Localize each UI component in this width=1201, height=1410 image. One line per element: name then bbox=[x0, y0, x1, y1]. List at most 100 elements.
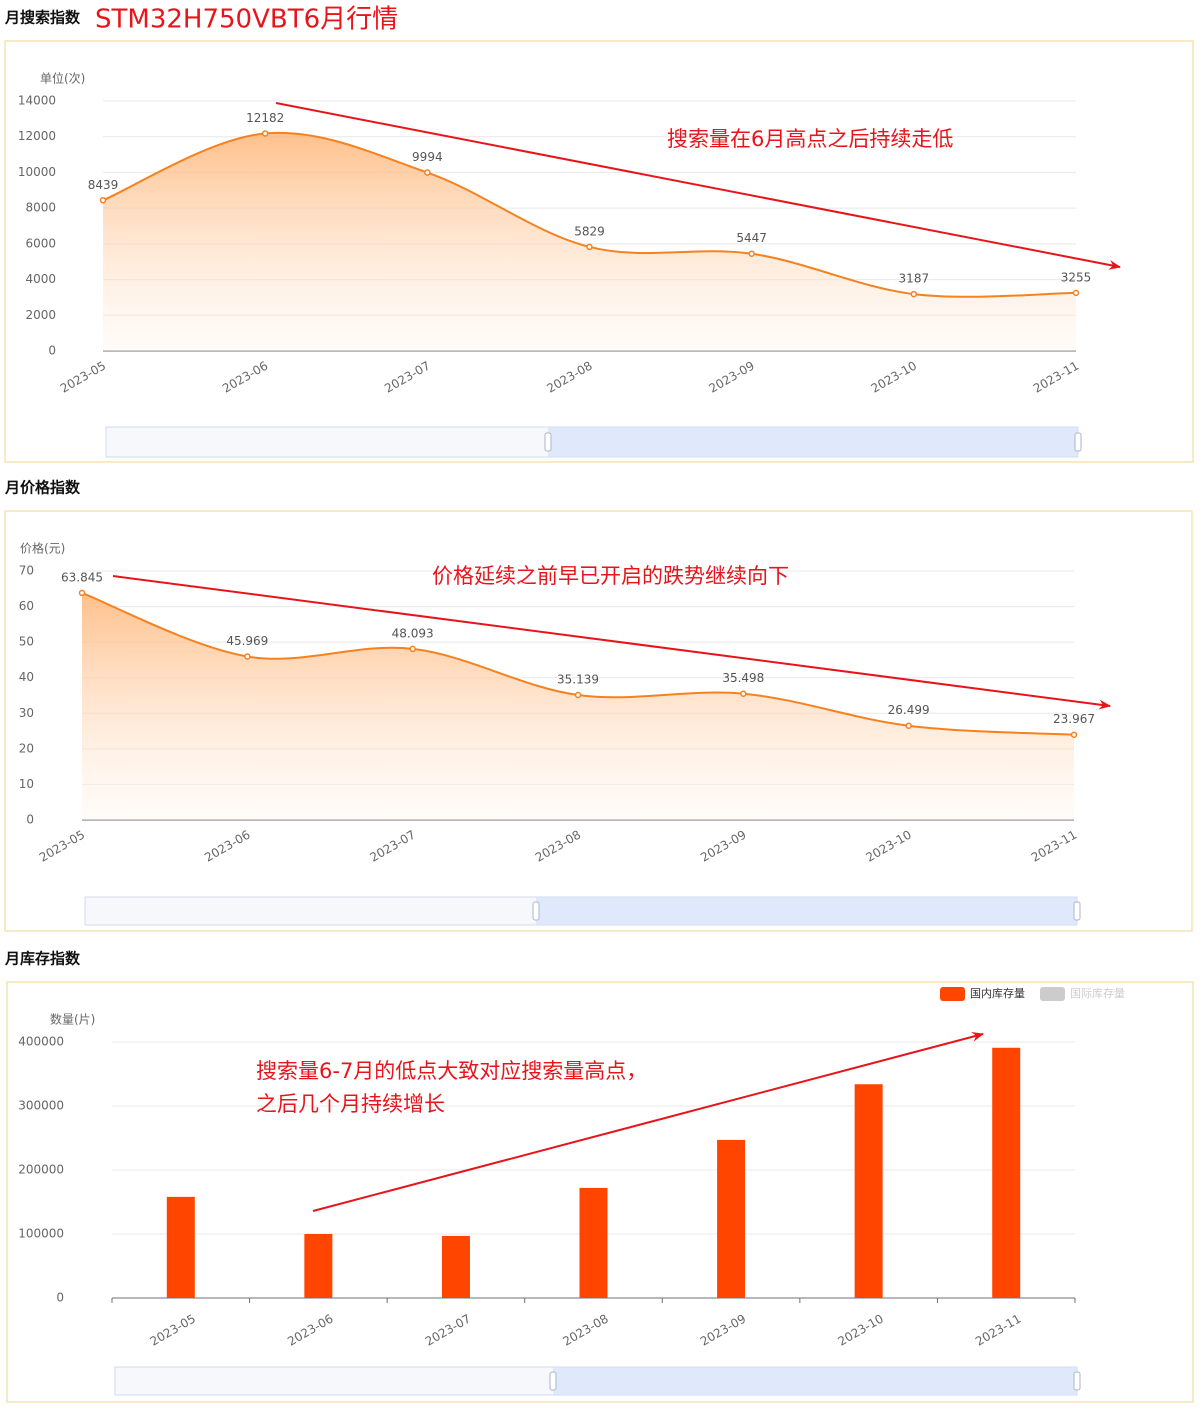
zoom-handle bbox=[1073, 901, 1081, 921]
point bbox=[1070, 731, 1078, 738]
x-tick-label: 2023-09 bbox=[706, 359, 756, 396]
data-label: 35.498 bbox=[722, 671, 764, 685]
x-tick-label: 2023-05 bbox=[37, 828, 87, 865]
x-tick-label: 2023-09 bbox=[698, 1312, 748, 1349]
panel bbox=[4, 40, 1194, 463]
x-tick-label: 2023-07 bbox=[423, 1312, 473, 1349]
data-label: 3255 bbox=[1061, 270, 1092, 284]
x-tick-label: 2023-06 bbox=[202, 828, 252, 865]
y-tick-label: 70 bbox=[19, 564, 34, 578]
trend-arrow bbox=[275, 102, 1121, 270]
bar bbox=[579, 1187, 608, 1298]
data-label: 8439 bbox=[88, 178, 119, 192]
annotation: 搜索量在6月高点之后持续走低 bbox=[667, 127, 953, 151]
x-tick-label: 2023-10 bbox=[863, 828, 913, 865]
zoom-selection bbox=[548, 427, 1078, 457]
x-tick-label: 2023-06 bbox=[285, 1312, 335, 1349]
trend-arrow bbox=[112, 575, 1111, 710]
panel bbox=[4, 510, 1193, 932]
x-tick-label: 2023-06 bbox=[220, 359, 270, 396]
y-tick-label: 2000 bbox=[25, 308, 56, 322]
legend-swatch bbox=[940, 987, 965, 1001]
y-tick-label: 50 bbox=[19, 635, 34, 649]
y-tick-label: 60 bbox=[19, 599, 34, 613]
data-label: 35.139 bbox=[557, 673, 599, 687]
point bbox=[409, 645, 416, 653]
x-tick-label: 2023-08 bbox=[560, 1312, 610, 1349]
y-tick-label: 4000 bbox=[25, 272, 56, 286]
data-label: 45.969 bbox=[226, 634, 268, 648]
x-tick-label: 2023-05 bbox=[58, 359, 108, 396]
zoom-handle bbox=[544, 432, 552, 452]
x-tick-label: 2023-11 bbox=[1031, 359, 1081, 396]
y-tick-label: 30 bbox=[19, 706, 34, 720]
x-tick-label: 2023-11 bbox=[973, 1312, 1023, 1349]
annotation: 搜索量6-7月的低点大致对应搜索量高点， bbox=[256, 1059, 647, 1083]
zoom-handle bbox=[1073, 1371, 1081, 1391]
y-tick-label: 8000 bbox=[25, 201, 56, 215]
point bbox=[78, 589, 86, 597]
y-axis-label: 单位(次) bbox=[40, 71, 85, 86]
bar bbox=[304, 1234, 333, 1298]
y-tick-label: 12000 bbox=[18, 129, 56, 143]
trend-arrow bbox=[312, 1031, 984, 1212]
y-tick-label: 300000 bbox=[18, 1099, 64, 1113]
point bbox=[574, 691, 582, 699]
point bbox=[244, 653, 251, 660]
y-tick-label: 10000 bbox=[18, 165, 56, 179]
x-tick-label: 2023-05 bbox=[148, 1312, 198, 1349]
section-title: 月库存指数 bbox=[4, 950, 81, 968]
section-title: 月搜索指数 bbox=[4, 9, 81, 27]
y-tick-label: 6000 bbox=[25, 236, 56, 250]
data-label: 63.845 bbox=[61, 570, 103, 584]
y-tick-label: 0 bbox=[26, 813, 34, 827]
zoom-selection bbox=[536, 897, 1077, 925]
legend-label: 国际库存量 bbox=[1070, 986, 1125, 1000]
data-label: 5829 bbox=[574, 224, 605, 238]
annotation: 之后几个月持续增长 bbox=[256, 1092, 445, 1116]
y-tick-label: 10 bbox=[19, 777, 34, 791]
bar bbox=[441, 1235, 470, 1298]
data-label: 12182 bbox=[246, 111, 284, 125]
page-title: STM32H750VBT6月行情 bbox=[95, 5, 398, 35]
section-title: 月价格指数 bbox=[4, 479, 81, 497]
annotation: 价格延续之前早已开启的跌势继续向下 bbox=[432, 564, 789, 588]
y-tick-label: 0 bbox=[48, 344, 56, 358]
point bbox=[910, 290, 918, 298]
zoom-selection bbox=[553, 1367, 1077, 1395]
y-axis-label: 价格(元) bbox=[20, 541, 65, 556]
area bbox=[103, 132, 1076, 351]
x-tick-label: 2023-10 bbox=[835, 1312, 885, 1349]
y-tick-label: 400000 bbox=[18, 1035, 64, 1049]
y-tick-label: 100000 bbox=[18, 1227, 64, 1241]
bar bbox=[717, 1139, 746, 1298]
point bbox=[99, 197, 107, 204]
point bbox=[1072, 289, 1080, 297]
panel bbox=[6, 981, 1194, 1403]
y-tick-label: 200000 bbox=[18, 1163, 64, 1177]
y-tick-label: 20 bbox=[19, 741, 34, 755]
bar bbox=[992, 1047, 1021, 1298]
data-label: 26.499 bbox=[888, 703, 930, 717]
zoom-handle bbox=[532, 901, 540, 921]
data-label: 3187 bbox=[899, 272, 930, 286]
x-tick-label: 2023-08 bbox=[533, 828, 583, 865]
data-label: 9994 bbox=[412, 150, 443, 164]
bar bbox=[854, 1084, 883, 1298]
y-tick-label: 40 bbox=[19, 670, 34, 684]
data-label: 48.093 bbox=[392, 626, 434, 640]
point bbox=[586, 243, 593, 251]
point bbox=[748, 250, 755, 257]
point bbox=[424, 169, 431, 176]
point bbox=[740, 690, 747, 697]
x-tick-label: 2023-09 bbox=[698, 828, 748, 865]
y-tick-label: 14000 bbox=[18, 94, 56, 108]
y-axis-label: 数量(片) bbox=[50, 1012, 95, 1027]
x-tick-label: 2023-07 bbox=[382, 359, 432, 396]
zoom-handle bbox=[1074, 432, 1082, 452]
bar bbox=[166, 1196, 195, 1298]
point bbox=[905, 722, 912, 729]
x-tick-label: 2023-08 bbox=[544, 359, 594, 396]
x-tick-label: 2023-07 bbox=[367, 828, 417, 865]
